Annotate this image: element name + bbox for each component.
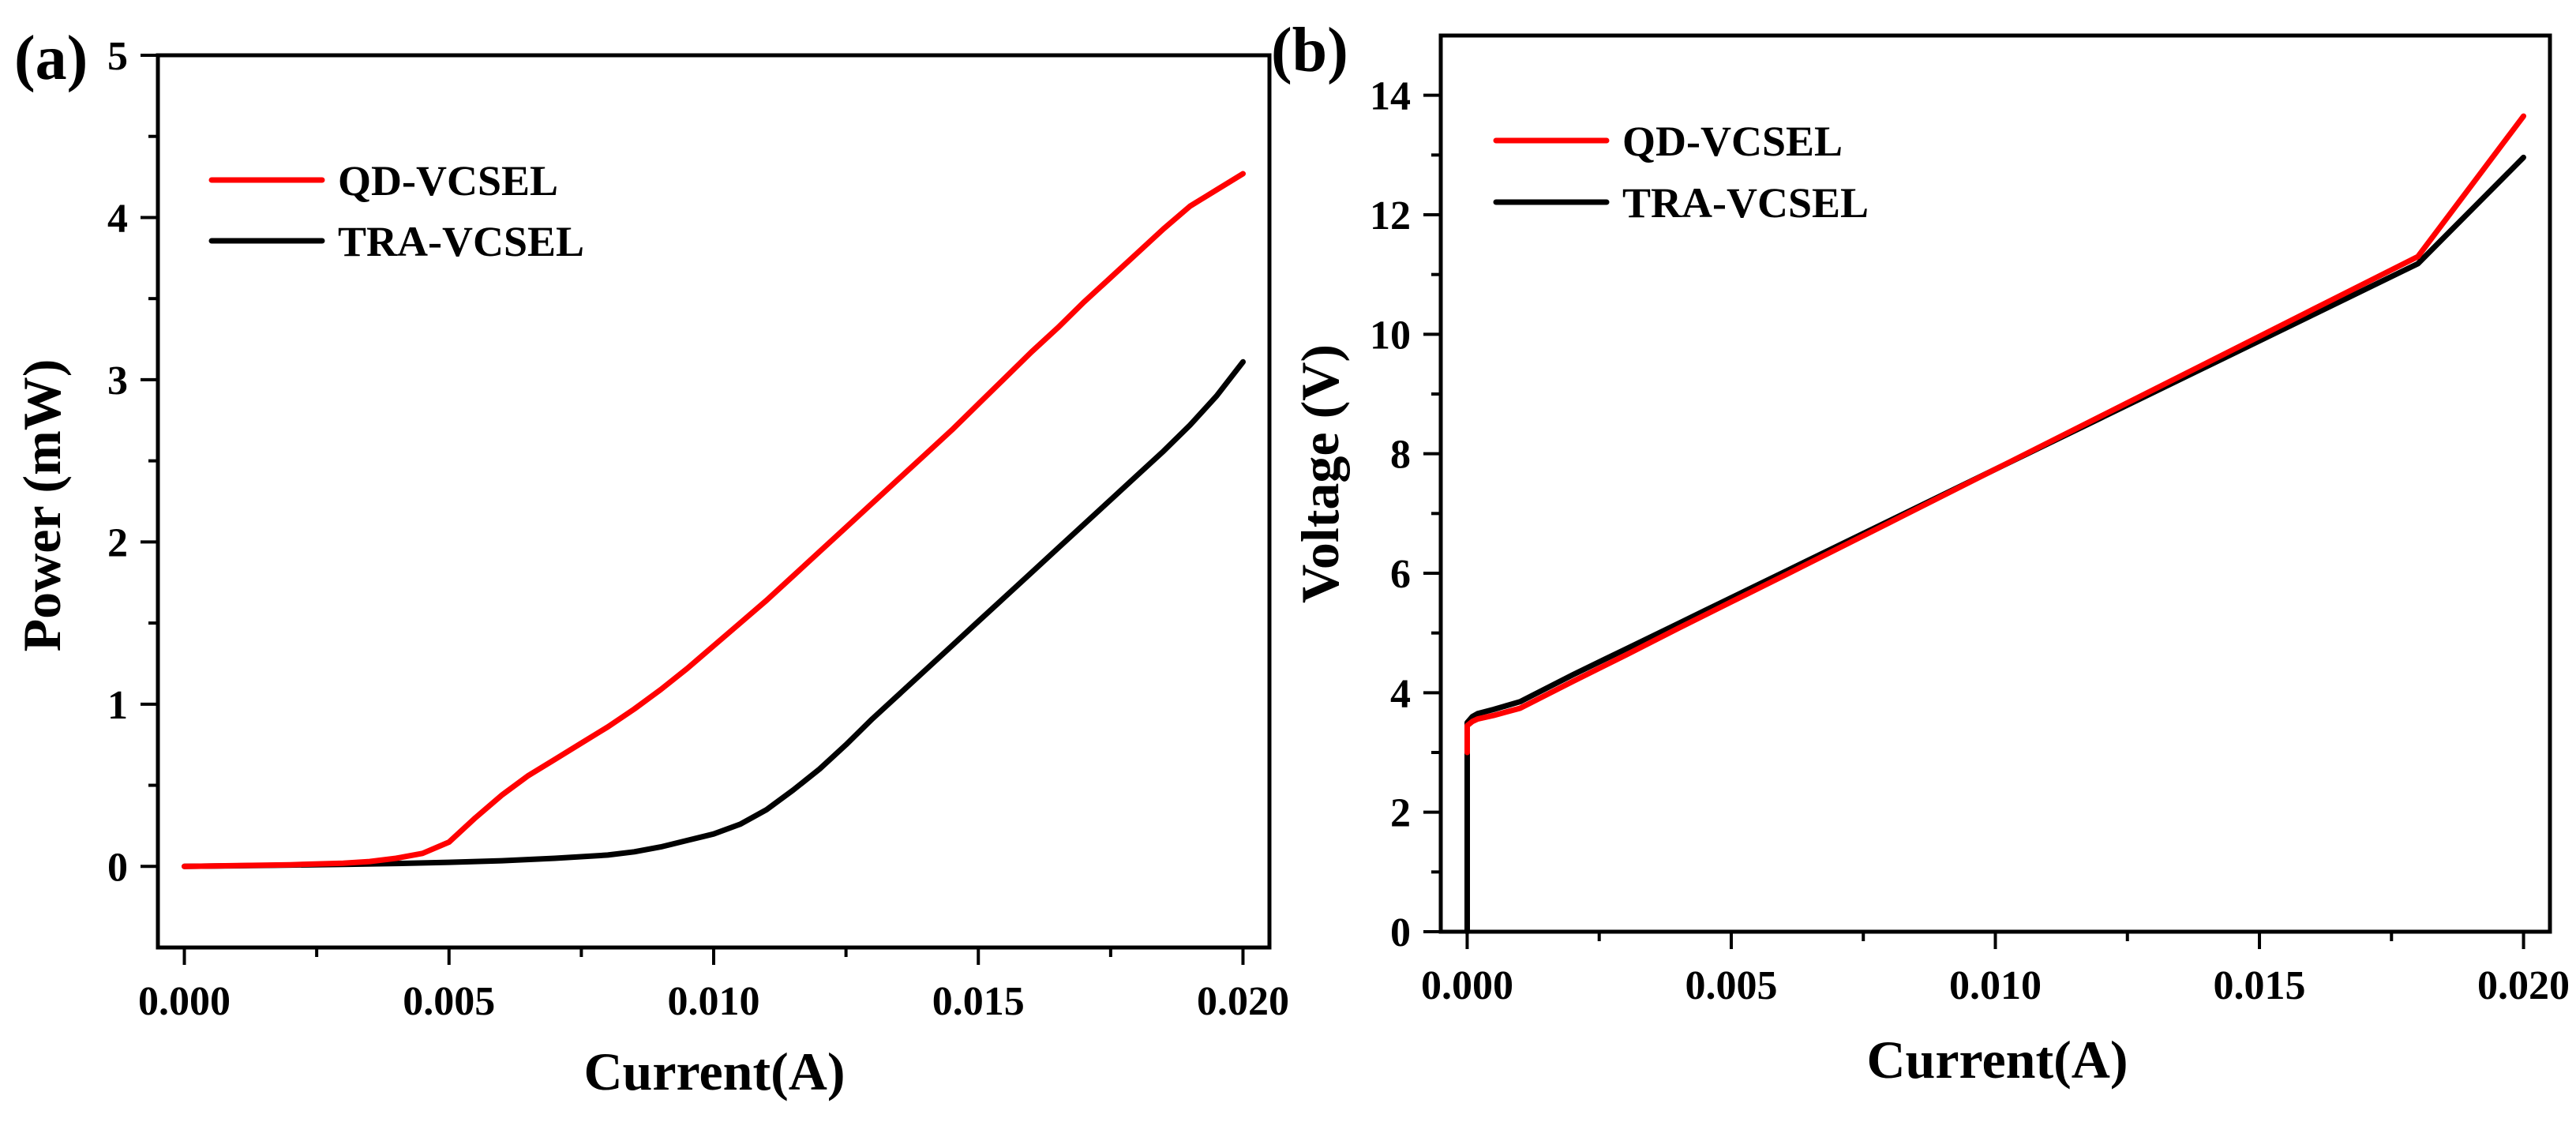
y-tick-label-a-1: 1 xyxy=(107,683,128,728)
x-tick-label-b-2: 0.010 xyxy=(1949,963,2042,1008)
y-tick-label-b-4: 8 xyxy=(1390,433,1411,478)
y-axis-title-a: Power (mW) xyxy=(12,359,72,652)
y-tick-label-b-6: 12 xyxy=(1370,193,1411,238)
series-line-qd-vcsel-b xyxy=(1464,113,2526,756)
y-axis-title-b: Voltage (V) xyxy=(1290,344,1350,603)
legend-label-qd-vcsel-a: QD-VCSEL xyxy=(338,157,558,205)
y-tick-labels-b: 0 2 4 6 8 10 12 14 xyxy=(1370,74,1411,955)
x-tick-label-a-3: 0.015 xyxy=(932,979,1025,1024)
legend-label-qd-vcsel-b: QD-VCSEL xyxy=(1622,118,1843,165)
y-tick-label-a-3: 3 xyxy=(107,358,128,403)
legend-b: QD-VCSEL TRA-VCSEL xyxy=(1493,118,1869,227)
x-tick-label-a-0: 0.000 xyxy=(138,979,231,1024)
series-line-tra-vcsel-a xyxy=(182,358,1246,869)
x-tick-label-a-4: 0.020 xyxy=(1197,979,1289,1024)
y-tick-label-a-4: 4 xyxy=(107,196,128,241)
legend-label-tra-vcsel-b: TRA-VCSEL xyxy=(1622,179,1869,227)
panel-label-a: (a) xyxy=(14,24,88,93)
series-lines-b xyxy=(1464,113,2526,935)
x-tick-label-b-3: 0.015 xyxy=(2214,963,2306,1008)
series-lines-a xyxy=(182,171,1246,869)
x-axis-title-a: Current(A) xyxy=(583,1041,845,1101)
y-tick-label-b-7: 14 xyxy=(1370,74,1411,119)
plot-frame-a xyxy=(156,53,1272,950)
x-tick-labels-a: 0.000 0.005 0.010 0.015 0.020 xyxy=(138,979,1289,1024)
plot-frame-b xyxy=(1438,33,2552,934)
x-tick-labels-b: 0.000 0.005 0.010 0.015 0.020 xyxy=(1421,963,2570,1008)
x-tick-label-b-0: 0.000 xyxy=(1421,963,1513,1008)
legend-label-tra-vcsel-a: TRA-VCSEL xyxy=(338,218,584,265)
y-tick-label-a-5: 5 xyxy=(107,34,128,79)
legend-a: QD-VCSEL TRA-VCSEL xyxy=(208,157,584,265)
chart-panel-a: (a) 0.000 0.005 0.010 0.015 0.020 0 1 2 3 4 5 Cur… xyxy=(12,24,1289,1101)
x-tick-label-a-1: 0.005 xyxy=(403,979,495,1024)
y-tick-labels-a: 0 1 2 3 4 5 xyxy=(107,34,128,890)
x-tick-label-b-1: 0.005 xyxy=(1685,963,1777,1008)
y-tick-label-b-3: 6 xyxy=(1390,552,1411,597)
y-tick-label-b-5: 10 xyxy=(1370,313,1411,358)
y-tick-label-b-0: 0 xyxy=(1390,910,1411,955)
y-tick-label-b-1: 2 xyxy=(1390,791,1411,836)
series-line-qd-vcsel-a xyxy=(182,171,1246,869)
x-tick-label-b-4: 0.020 xyxy=(2477,963,2570,1008)
y-tick-label-a-0: 0 xyxy=(107,845,128,890)
chart-panel-b: (b) 0.000 0.005 0.010 0.015 0.020 0 2 4 6 8 10 12 1… xyxy=(1271,16,2570,1090)
y-tick-label-a-2: 2 xyxy=(107,520,128,565)
y-tick-label-b-2: 4 xyxy=(1390,671,1411,716)
x-tick-label-a-2: 0.010 xyxy=(668,979,760,1024)
x-axis-title-b: Current(A) xyxy=(1866,1030,2128,1090)
panel-label-b: (b) xyxy=(1271,16,1348,85)
